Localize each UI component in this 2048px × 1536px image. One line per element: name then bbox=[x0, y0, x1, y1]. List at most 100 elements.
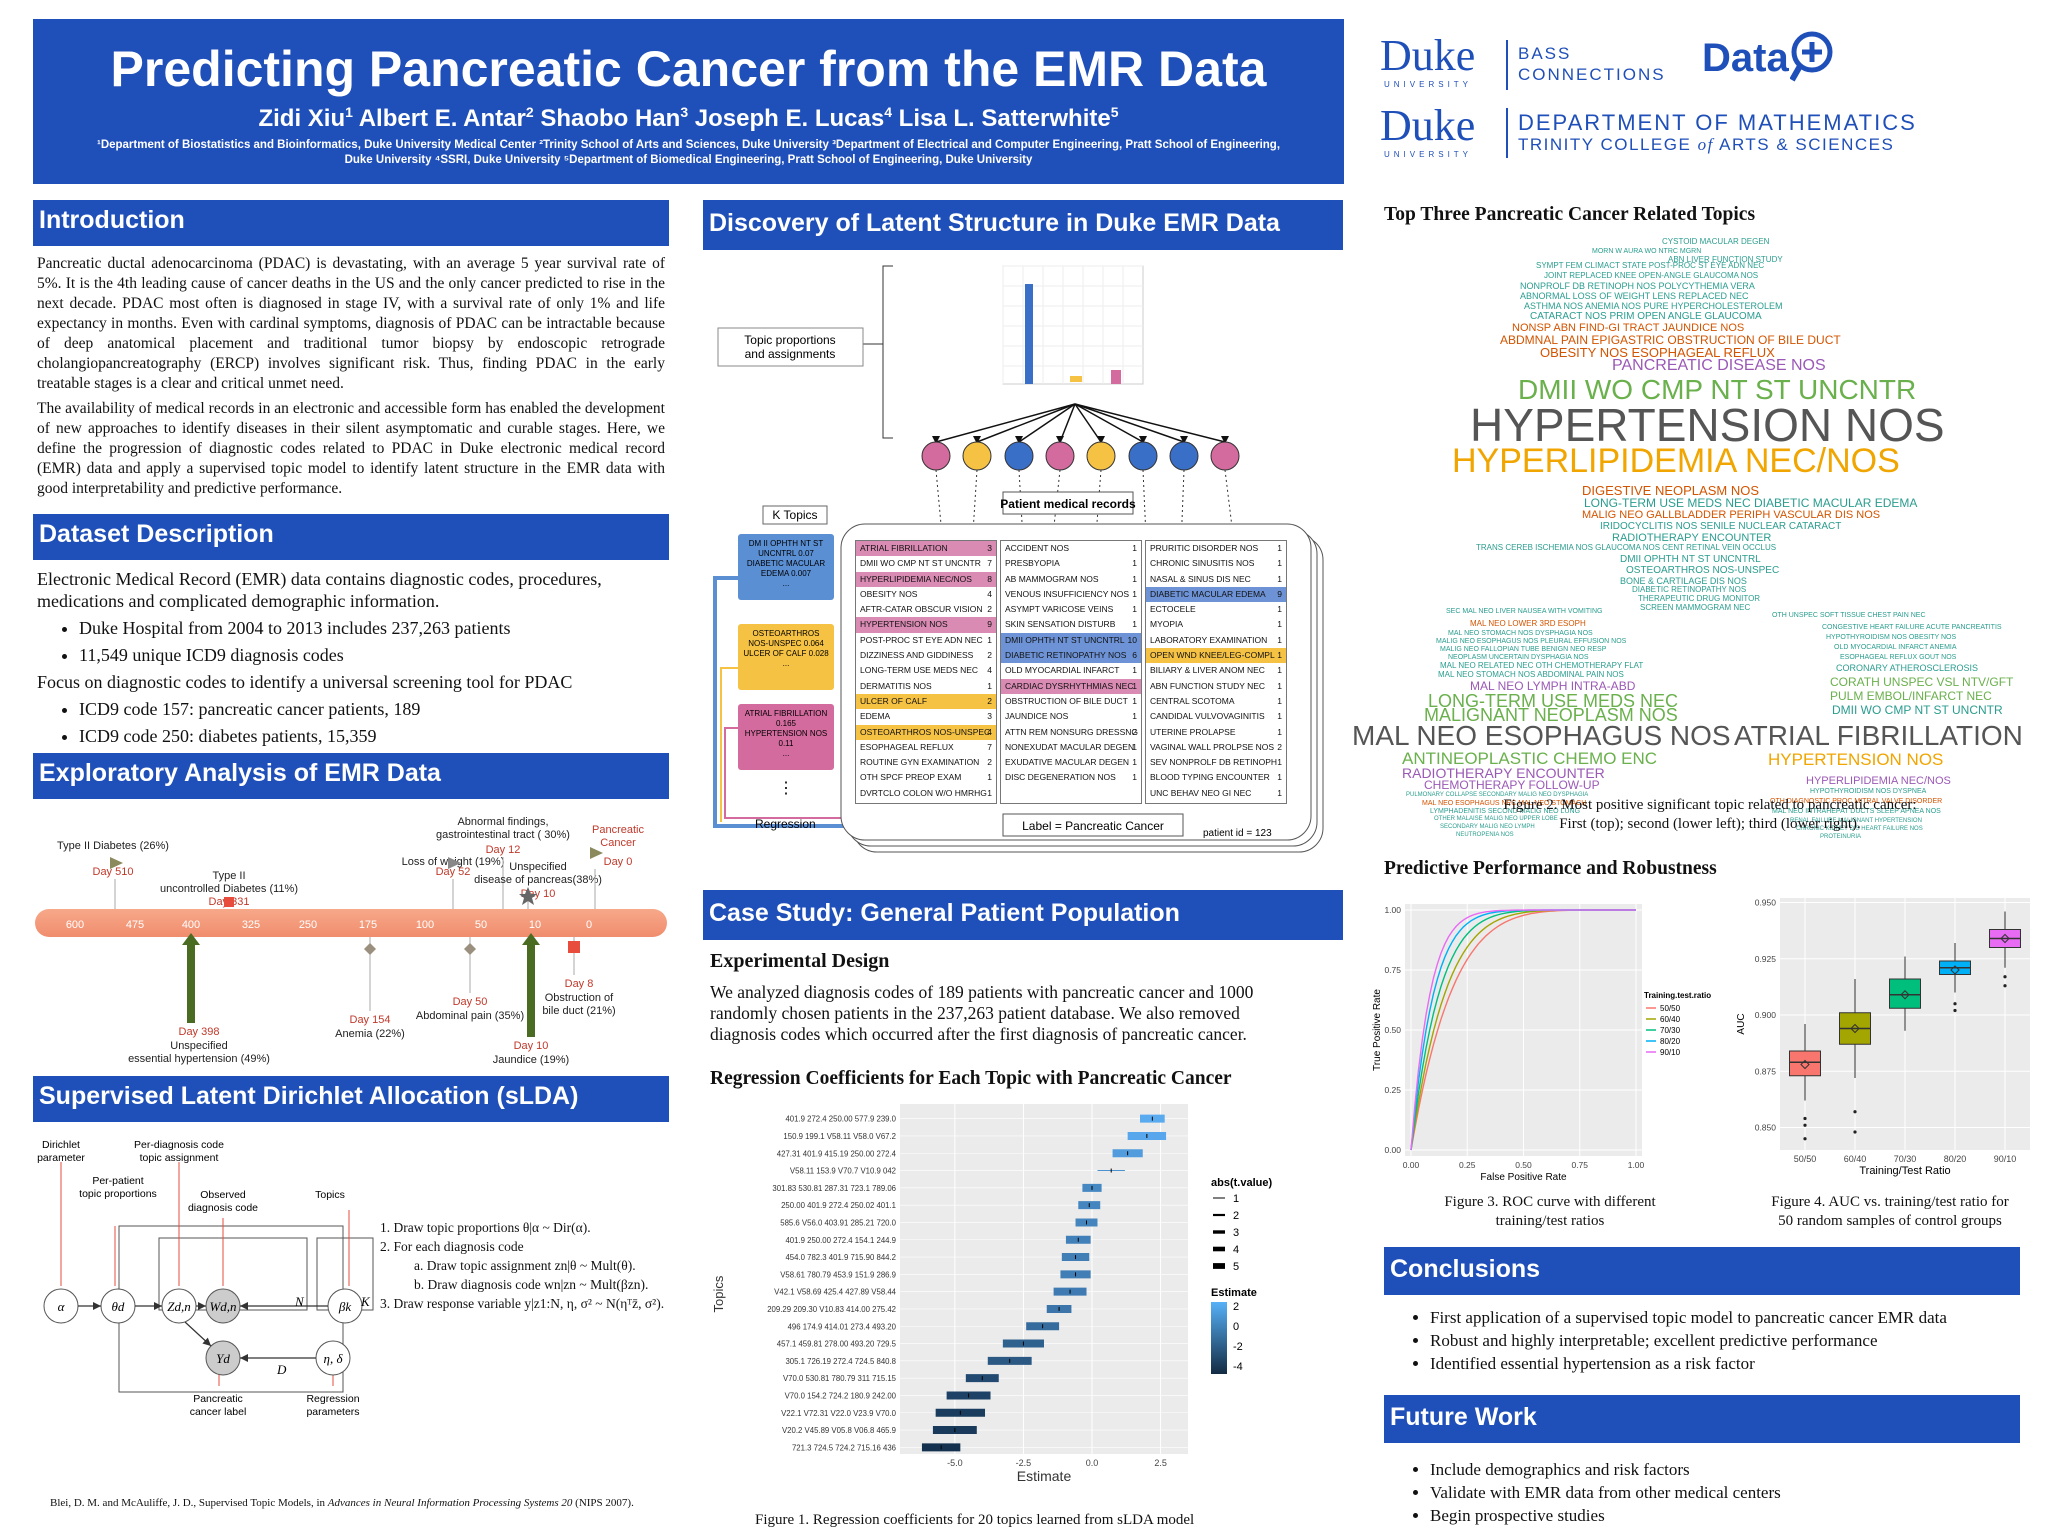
tree-arrowhead bbox=[1221, 436, 1229, 444]
record-row: ACCIDENT NOS 1 bbox=[1001, 541, 1141, 556]
duke-math-logo: Duke UNIVERSITY DEPARTMENT OF MATHEMATIC… bbox=[1380, 104, 1980, 164]
author-name: Zidi Xiu bbox=[258, 105, 346, 132]
topic-card-line: 0.11 bbox=[779, 739, 795, 748]
coef-x-tick-label: -5.0 bbox=[947, 1458, 963, 1468]
topic-tick-label: 457.1 459.81 278.00 493.20 729.5 bbox=[777, 1340, 897, 1349]
wordcloud-top-term: HYPERTENSION NOS bbox=[1470, 399, 1945, 451]
timeline-event-label: Abnormal findings, gastrointestinal tract… bbox=[436, 816, 570, 841]
auc-x-tick-label: 50/50 bbox=[1794, 1154, 1817, 1164]
timeline-event-label: Abdominal pain (35%) bbox=[416, 1010, 524, 1022]
roc-legend-label: 90/10 bbox=[1660, 1048, 1681, 1057]
record-row: ATTN REM NONSURG DRESSNG 2 bbox=[1001, 725, 1141, 740]
wordcloud-top-term: NONSP ABN FIND-GI TRACT JAUNDICE NOS bbox=[1512, 322, 1745, 334]
topic-tick-label: 496 174.9 414.01 273.4 493.20 bbox=[788, 1322, 897, 1331]
university-label-2: UNIVERSITY bbox=[1384, 150, 1473, 159]
wordcloud-heading: Top Three Pancreatic Cancer Related Topi… bbox=[1384, 204, 1756, 225]
roc-legend-label: 50/50 bbox=[1660, 1004, 1681, 1013]
record-count: 2 bbox=[1132, 726, 1137, 737]
wordcloud-right-term: HYPERTENSION NOS bbox=[1768, 750, 1944, 769]
record-row: ECTOCELE 1 bbox=[1146, 602, 1286, 617]
record-count: 7 bbox=[987, 558, 992, 569]
legend-abs-value: 3 bbox=[1233, 1227, 1239, 1239]
auc-outlier bbox=[1853, 1110, 1857, 1114]
dataset-bullet: ICD9 code 250: diabetes patients, 15,359 bbox=[79, 723, 665, 750]
record-row: PRESBYOPIA 1 bbox=[1001, 556, 1141, 571]
timeline-marker-icon bbox=[464, 943, 476, 955]
record-count: 1 bbox=[987, 772, 992, 783]
coef-x-tick-label: 0.0 bbox=[1086, 1458, 1099, 1468]
roc-y-axis-label: True Positive Rate bbox=[1372, 989, 1383, 1071]
tree-arrowhead bbox=[1139, 436, 1147, 444]
pancreatic-cancer-label: Pancreatic cancer label bbox=[190, 1393, 247, 1418]
wordcloud-left-term: SEC MAL NEO LIVER NAUSEA WITH VOMITING bbox=[1446, 608, 1603, 615]
timeline-tick-label: 400 bbox=[182, 919, 200, 931]
wordcloud-left-term: MAL NEO ESOPHAGUS NOS bbox=[1352, 720, 1731, 751]
record-count: 9 bbox=[987, 619, 992, 630]
record-count: 1 bbox=[1277, 757, 1282, 768]
auc-mean-marker bbox=[1950, 965, 1960, 975]
wordcloud-right-term: PROTEINURIA bbox=[1820, 834, 1862, 840]
record-code-label: PRURITIC DISORDER NOS bbox=[1150, 543, 1259, 553]
magnifier-plus-icon bbox=[1790, 31, 1833, 82]
record-code-label: ATRIAL FIBRILLATION bbox=[860, 543, 948, 553]
roc-x-tick-label: 0.00 bbox=[1403, 1160, 1420, 1170]
wordcloud-left-term: NEOPLASM UNCERTAIN DYSPHAGIA NOS bbox=[1448, 654, 1589, 661]
topic-card-line: ATRIAL FIBRILLATION bbox=[745, 709, 828, 718]
topic-card-line: 0.165 bbox=[776, 719, 797, 728]
record-count: 1 bbox=[1277, 634, 1282, 645]
record-row: DVRTCLO COLON W/O HMRHG 1 bbox=[856, 786, 996, 801]
record-row: OLD MYOCARDIAL INFARCT 1 bbox=[1001, 663, 1141, 678]
timeline-marker-icon bbox=[110, 857, 123, 869]
wordcloud-top-term: THERAPEUTIC DRUG MONITOR bbox=[1638, 594, 1761, 603]
patient-records-label: Patient medical records bbox=[1000, 497, 1136, 511]
legend-estimate-value: 2 bbox=[1233, 1301, 1239, 1313]
alpha-node-symbol: α bbox=[58, 1299, 66, 1314]
tree-edge bbox=[1059, 403, 1076, 443]
roc-y-tick-label: 1.00 bbox=[1384, 905, 1401, 915]
record-count: 4 bbox=[987, 588, 992, 599]
record-row: SKIN SENSATION DISTURB 1 bbox=[1001, 617, 1141, 632]
timeline-label-line: Unspecified bbox=[170, 1040, 227, 1052]
author-affiliation-mark: 5 bbox=[1110, 104, 1119, 120]
auc-outlier bbox=[1953, 1008, 1957, 1013]
record-count: 1 bbox=[1277, 772, 1282, 783]
record-row: OTH SPCF PREOP EXAM 1 bbox=[856, 770, 996, 785]
tree-arrowhead bbox=[973, 436, 981, 444]
topic-card bbox=[738, 534, 834, 600]
roc-x-tick-label: 0.75 bbox=[1571, 1160, 1588, 1170]
wordcloud-right-term: PULM EMBOL/INFARCT NEC bbox=[1830, 689, 1992, 703]
topic-tick-label: 454.0 782.3 401.9 715.90 844.2 bbox=[785, 1253, 896, 1262]
record-row: EDEMA 3 bbox=[856, 709, 996, 724]
roc-x-tick-label: 1.00 bbox=[1628, 1160, 1645, 1170]
record-code-label: CHRONIC SINUSITIS NOS bbox=[1150, 558, 1255, 569]
performance-heading: Predictive Performance and Robustness bbox=[1384, 858, 1717, 879]
dataset-bullet: Duke Hospital from 2004 to 2013 includes… bbox=[79, 615, 665, 642]
topic-card-line: ... bbox=[783, 659, 790, 668]
topics-label: Topics bbox=[315, 1189, 345, 1201]
legend-estimate-title: Estimate bbox=[1211, 1287, 1257, 1299]
record-row: SEV NONPROLF DB RETINOPH 1 bbox=[1146, 755, 1286, 770]
timeline-arrowhead-icon bbox=[522, 933, 540, 945]
coef-plot-panel bbox=[900, 1104, 1188, 1454]
timeline-tick-label: 0 bbox=[586, 919, 592, 931]
wordcloud-right-term: CORATH UNSPEC VSL NTV/GFT bbox=[1830, 675, 2014, 689]
dataset-paragraph-1: Electronic Medical Record (EMR) data con… bbox=[37, 569, 602, 611]
record-count: 1 bbox=[1277, 726, 1282, 737]
affiliations-line-2: Duke University ⁴SSRI, Duke University ⁵… bbox=[344, 154, 1033, 166]
record-count: 2 bbox=[987, 650, 992, 661]
intro-paragraph-2: The availability of medical records in a… bbox=[37, 400, 665, 497]
timeline-tick-label: 250 bbox=[299, 919, 317, 931]
record-row: AB MAMMOGRAM NOS 1 bbox=[1001, 572, 1141, 587]
timeline-event-label: Unspecified disease of pancreas(38%) bbox=[474, 861, 602, 886]
patient-id-label: patient id = 123 bbox=[1203, 828, 1272, 839]
topic-card-line: HYPERTENSION NOS bbox=[745, 729, 828, 738]
dataset-bullet: ICD9 code 157: pancreatic cancer patient… bbox=[79, 696, 665, 723]
record-row: VENOUS INSUFFICIENCY NOS 1 bbox=[1001, 587, 1141, 602]
record-count: 2 bbox=[987, 757, 992, 768]
record-code-label: LABORATORY EXAMINATION bbox=[1150, 634, 1268, 645]
topic-tick-label: V20.2 V45.89 V05.8 V06.8 465.9 bbox=[782, 1426, 896, 1435]
record-row: OPEN WND KNEE/LEG-COMPL 1 bbox=[1146, 648, 1286, 664]
tree-edge bbox=[976, 403, 1076, 443]
auc-x-tick-label: 60/40 bbox=[1844, 1154, 1867, 1164]
tree-arrowhead bbox=[1015, 436, 1023, 444]
